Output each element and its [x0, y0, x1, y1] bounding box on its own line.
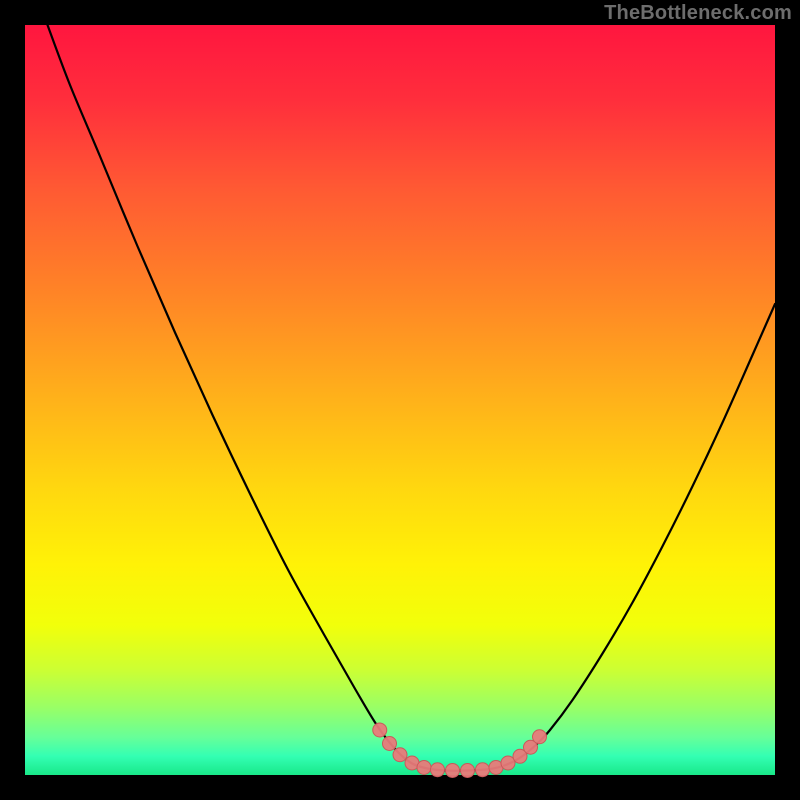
data-marker	[446, 764, 460, 778]
chart-container: TheBottleneck.com	[0, 0, 800, 800]
data-marker	[533, 730, 547, 744]
data-marker	[431, 763, 445, 777]
data-marker	[417, 761, 431, 775]
watermark-text: TheBottleneck.com	[604, 2, 792, 25]
bottleneck-chart	[0, 0, 800, 800]
data-marker	[476, 763, 490, 777]
data-marker	[393, 748, 407, 762]
data-marker	[383, 737, 397, 751]
data-marker	[373, 723, 387, 737]
plot-background	[25, 25, 775, 775]
data-marker	[461, 764, 475, 778]
